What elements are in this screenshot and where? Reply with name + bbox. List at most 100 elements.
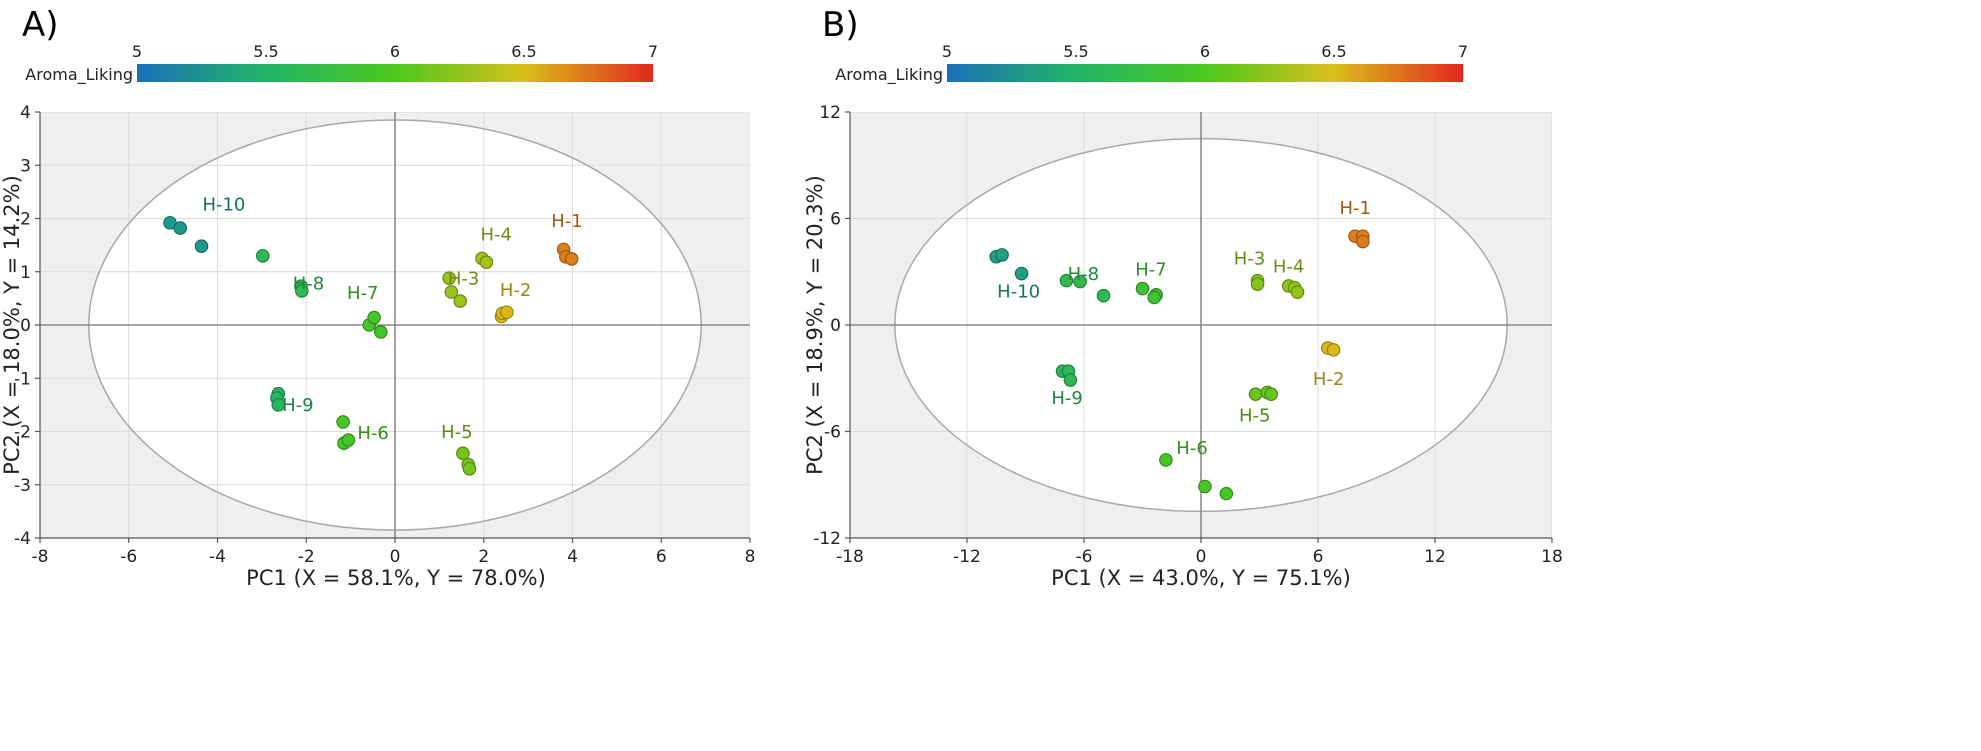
data-point-h-6: [336, 415, 350, 429]
colorbar-tick-label: 6: [1200, 42, 1210, 61]
point-label-h-4: H-4: [1273, 257, 1304, 278]
data-point-h-4: [479, 255, 494, 269]
y-tick-label: 0: [20, 316, 31, 336]
data-point-h-6: [1198, 479, 1212, 494]
data-point-h-10: [995, 248, 1009, 262]
point-label-h-10: H-10: [997, 282, 1040, 303]
panel-label: A): [22, 5, 59, 45]
data-point-h-5: [1248, 387, 1263, 402]
data-point-h-7: [373, 325, 388, 339]
y-tick-label: 4: [20, 103, 31, 123]
x-tick-label: 4: [567, 547, 578, 567]
data-point-h-2: [1326, 343, 1341, 357]
y-tick-label: -3: [14, 476, 31, 496]
y-axis-title: PC2 (X = 18.9%, Y = 20.3%): [803, 175, 827, 475]
point-label-h-9: H-9: [1051, 388, 1082, 409]
data-points: H-1 H-2 H-3 H-4 H-5 H-6 H-7 H-8 H-9 H-10: [163, 194, 583, 476]
y-tick-label: 0: [830, 316, 841, 336]
x-tick-label: 12: [1424, 547, 1446, 567]
data-point-h-3: [453, 294, 468, 308]
data-point-h-8: [1096, 288, 1111, 303]
x-tick-label: -12: [953, 547, 981, 567]
data-point-h-8: [295, 284, 309, 298]
data-point-h-5: [456, 446, 470, 461]
point-label-h-6: H-6: [1176, 438, 1207, 459]
colorbar-tick-label: 7: [648, 42, 658, 61]
point-label-h-2: H-2: [500, 280, 531, 301]
data-point-h-10: [194, 239, 209, 253]
data-point-h-7: [367, 310, 381, 325]
x-tick-label: 6: [1313, 547, 1324, 567]
y-axis-title: PC2 (X = 18.0%, Y = 14.2%): [0, 175, 24, 475]
colorbar-tick-label: 5: [132, 42, 142, 61]
y-tick-label: -1: [14, 369, 31, 389]
x-tick-label: 8: [745, 547, 756, 567]
data-point-h-7: [1147, 290, 1161, 305]
y-tick-label: 1: [20, 263, 31, 283]
point-label-h-3: H-3: [1234, 248, 1265, 269]
point-label-h-5: H-5: [1239, 406, 1270, 427]
data-point-h-10: [1014, 266, 1029, 281]
x-tick-label: -6: [120, 547, 137, 567]
y-tick-label: -2: [14, 423, 31, 443]
point-label-h-5: H-5: [441, 422, 472, 443]
point-label-h-3: H-3: [448, 268, 479, 289]
data-point-h-3: [442, 271, 456, 285]
data-point-h-8: [255, 248, 270, 263]
colorbar: [137, 64, 653, 82]
data-point-h-7: [1135, 281, 1150, 296]
data-point-h-5: [1264, 387, 1278, 402]
x-tick-label: -2: [298, 547, 315, 567]
panel-label: B): [822, 5, 859, 45]
y-tick-label: 6: [830, 210, 841, 230]
colorbar-tick-label: 5.5: [253, 42, 278, 61]
point-label-h-8: H-8: [1068, 264, 1099, 285]
data-point-h-6: [341, 433, 356, 447]
y-tick-label: -12: [813, 529, 841, 549]
colorbar-label: Aroma_Liking: [835, 65, 943, 85]
data-point-h-2: [500, 305, 514, 320]
y-tick-label: -4: [14, 529, 31, 549]
data-point-h-10: [173, 221, 188, 235]
point-label-h-1: H-1: [551, 211, 582, 232]
x-tick-label: -6: [1076, 547, 1093, 567]
x-tick-label: 18: [1541, 547, 1563, 567]
data-point-h-5: [462, 461, 477, 476]
data-point-h-9: [271, 398, 286, 412]
x-tick-label: 6: [656, 547, 667, 567]
point-label-h-4: H-4: [480, 224, 511, 245]
data-point-h-6: [1159, 453, 1173, 467]
colorbar-tick-label: 6.5: [1321, 42, 1346, 61]
data-point-h-1: [1356, 234, 1370, 249]
data-point-h-4: [1290, 285, 1305, 299]
point-label-h-1: H-1: [1340, 198, 1371, 219]
x-axis-title: PC1 (X = 43.0%, Y = 75.1%): [1051, 566, 1351, 590]
colorbar-tick-label: 5: [942, 42, 952, 61]
colorbar-tick-label: 6: [390, 42, 400, 61]
data-point-h-3: [1250, 277, 1265, 291]
colorbar-tick-label: 6.5: [511, 42, 536, 61]
data-point-h-9: [1063, 373, 1078, 387]
colorbar-tick-label: 5.5: [1063, 42, 1088, 61]
x-tick-label: 0: [390, 547, 401, 567]
x-tick-label: 0: [1196, 547, 1207, 567]
x-tick-label: 2: [478, 547, 489, 567]
data-point-h-8: [1059, 273, 1074, 288]
y-tick-label: 2: [20, 210, 31, 230]
x-tick-label: -18: [836, 547, 864, 567]
data-point-h-1: [564, 252, 579, 266]
x-tick-label: -4: [209, 547, 226, 567]
data-point-h-3: [444, 285, 459, 299]
data-point-h-6: [1219, 486, 1234, 501]
point-label-h-7: H-7: [1135, 260, 1166, 281]
colorbar-tick-label: 7: [1458, 42, 1468, 61]
point-label-h-9: H-9: [282, 395, 313, 416]
y-tick-label: 3: [20, 156, 31, 176]
point-label-h-6: H-6: [357, 423, 388, 444]
colorbar-label: Aroma_Liking: [25, 65, 133, 85]
point-label-h-7: H-7: [347, 283, 378, 304]
data-points: H-1 H-2 H-3 H-4 H-5 H-6 H-7 H-8 H-9 H-10: [989, 198, 1371, 501]
y-tick-label: -6: [824, 423, 841, 443]
